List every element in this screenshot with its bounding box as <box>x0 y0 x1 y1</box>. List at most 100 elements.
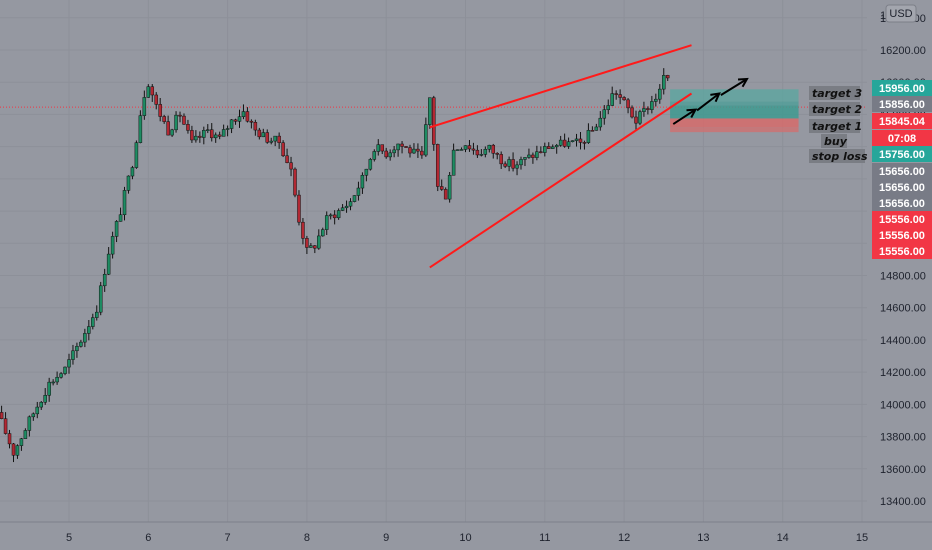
candle-body <box>535 151 539 158</box>
buy-label-bg <box>821 134 847 148</box>
candle-body <box>39 401 43 408</box>
candle-body <box>114 221 119 237</box>
candle-body <box>87 326 91 334</box>
candle-body <box>186 124 190 131</box>
candle-body <box>630 107 634 118</box>
candle-body <box>463 145 468 150</box>
candle-body <box>190 130 194 141</box>
candle-body <box>372 151 377 160</box>
candle-body <box>146 86 151 98</box>
gridlines <box>0 0 867 522</box>
candle-body <box>523 157 527 160</box>
candle-body <box>202 129 206 138</box>
candle-body <box>499 154 503 165</box>
candle-body <box>566 141 571 147</box>
time-axis[interactable]: 5 6 7 8 9 10 11 12 13 14 15 <box>0 521 932 550</box>
candle-body <box>471 148 476 151</box>
candle-body <box>277 135 281 143</box>
candle-body <box>233 119 238 122</box>
candle-body <box>71 350 75 360</box>
candle-body <box>95 311 99 318</box>
currency-button-bg[interactable] <box>885 4 917 23</box>
candle-body <box>332 214 337 219</box>
candle-body <box>297 194 301 223</box>
y-tick-label: 14800.00 <box>880 271 926 283</box>
y-tick-label: 14000.00 <box>880 399 926 411</box>
stop-loss-zone <box>670 127 799 133</box>
candle-body <box>138 115 143 143</box>
target2-label-bg <box>809 102 860 116</box>
candle-body <box>237 116 242 122</box>
candle-body <box>547 146 551 149</box>
candle-body <box>289 162 293 170</box>
x-tick-label: 7 <box>225 532 231 544</box>
price-badge-label: 15856.00 <box>879 99 925 111</box>
candle-body <box>91 317 95 327</box>
price-badges: 15956.00 15856.00 15845.04 07:08 15756.00 156… <box>872 80 932 259</box>
candle-body <box>491 144 496 154</box>
candle-body <box>662 75 666 90</box>
candle-body <box>654 98 658 102</box>
price-badge-label: 15956.00 <box>879 83 925 95</box>
price-badge <box>872 211 932 227</box>
candle-body <box>324 215 329 230</box>
candle-body <box>43 395 47 403</box>
candle-body <box>225 128 230 130</box>
candle-body <box>106 253 111 275</box>
candle-body <box>570 140 575 143</box>
candle-body <box>79 341 83 347</box>
candle-body <box>122 190 127 216</box>
candle-body <box>503 163 507 167</box>
candle-body <box>539 151 543 153</box>
candle-body <box>618 94 622 98</box>
price-badge <box>872 163 932 179</box>
price-badge <box>872 146 932 162</box>
candle-body <box>102 273 107 287</box>
candle-body <box>447 174 452 200</box>
candle-body <box>15 445 20 456</box>
candle-body <box>408 147 412 154</box>
candle-body <box>281 142 285 157</box>
trend-channel <box>429 44 693 269</box>
candlesticks <box>0 68 670 463</box>
candle-body <box>217 134 222 137</box>
candle-body <box>206 129 210 131</box>
candle-body <box>241 111 246 117</box>
candle-body <box>194 135 198 141</box>
candle-body <box>182 115 186 125</box>
candle-body <box>443 189 448 200</box>
candle-body <box>11 443 16 456</box>
candle-body <box>487 144 492 150</box>
candle-body <box>162 116 166 122</box>
candle-body <box>586 130 591 143</box>
candle-body <box>209 129 214 139</box>
x-tick-label: 12 <box>618 532 630 544</box>
candle-body <box>142 97 147 116</box>
candle-body <box>475 149 480 156</box>
candle-body <box>376 144 381 152</box>
x-tick-label: 10 <box>459 532 471 544</box>
y-tick-label: 13600.00 <box>880 464 926 476</box>
candle-body <box>400 143 404 147</box>
candle-body <box>626 99 630 109</box>
price-badge-label: 07:08 <box>888 133 916 145</box>
direction-arrows <box>672 77 749 125</box>
candle-body <box>118 214 123 222</box>
candle-body <box>3 418 8 434</box>
candle-body <box>412 148 416 154</box>
candle-body <box>435 144 440 187</box>
currency-button[interactable]: USD <box>885 4 917 23</box>
candle-body <box>550 146 555 149</box>
candle-body <box>55 376 59 383</box>
candle-body <box>23 430 28 439</box>
candle-body <box>356 187 361 196</box>
x-tick-label: 8 <box>304 532 310 544</box>
candle-body <box>178 114 182 117</box>
candle-body <box>19 438 24 446</box>
candle-body <box>221 129 226 137</box>
candle-body <box>98 285 103 313</box>
candle-body <box>31 413 36 418</box>
candle-body <box>642 108 646 112</box>
